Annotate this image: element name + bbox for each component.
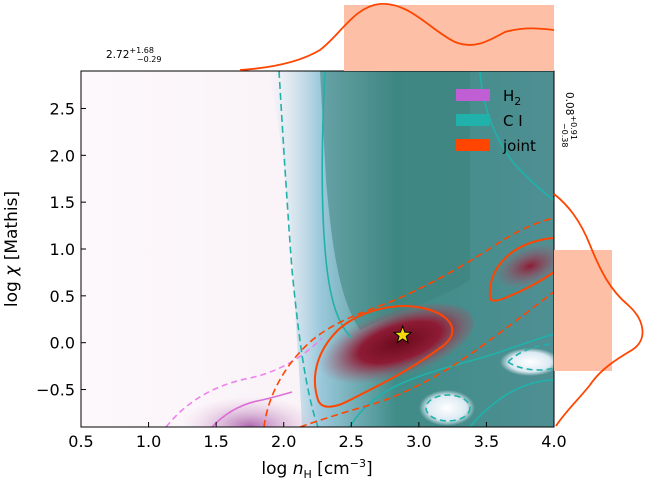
x-tick-label: 2.0 bbox=[271, 432, 296, 451]
h2-contour-inner bbox=[211, 391, 293, 427]
y-tick-label: 2.0 bbox=[50, 146, 75, 165]
legend: H2 C I joint bbox=[456, 87, 536, 155]
joint-contour-outer bbox=[263, 217, 554, 427]
ci-contour-inner-left bbox=[321, 71, 353, 339]
best-fit-star-marker bbox=[392, 324, 413, 344]
ci-low-region-2 bbox=[500, 348, 554, 376]
ci-contour-bottom bbox=[469, 379, 554, 427]
x-tick-label: 0.5 bbox=[68, 432, 93, 451]
x-axis-label: log nH [cm−3] bbox=[261, 457, 372, 481]
y-estimate-label: 0.08+0.91−0.38 bbox=[560, 92, 578, 147]
joint-density-fill-2 bbox=[493, 243, 554, 289]
ci-contour-hole bbox=[425, 394, 471, 422]
ci-contour-lower bbox=[349, 333, 554, 427]
x-tick-label: 3.0 bbox=[406, 432, 431, 451]
legend-label-ci: C I bbox=[503, 112, 523, 130]
x-tick-label: 1.0 bbox=[136, 432, 161, 451]
x-axis-ticks: 0.5 1.0 1.5 2.0 2.5 3.0 3.5 4.0 bbox=[68, 422, 567, 451]
legend-swatch-h2 bbox=[456, 89, 490, 101]
joint-contour-inner bbox=[313, 305, 454, 408]
ci-contour-outer bbox=[278, 71, 319, 427]
right-marginal-density-curve bbox=[553, 193, 644, 427]
joint-contour-inner-2 bbox=[488, 236, 554, 302]
main-panel: 0.5 1.0 1.5 2.0 2.5 3.0 3.5 4.0 −0.5 0.0 0.5 1.0 1.… bbox=[2, 70, 567, 481]
h2-density-fill bbox=[180, 390, 320, 427]
x-tick-label: 1.5 bbox=[203, 432, 228, 451]
y-tick-label: 0.5 bbox=[50, 287, 75, 306]
ci-core-fill bbox=[320, 71, 470, 330]
y-tick-label: 0.0 bbox=[50, 334, 75, 353]
y-tick-label: 1.0 bbox=[50, 240, 75, 259]
ci-contour-hole-2 bbox=[507, 343, 554, 371]
x-estimate-label: 2.72+1.68 −0.29 bbox=[106, 46, 161, 64]
right-marginal-shaded-interval bbox=[554, 250, 612, 371]
y-tick-label: 2.5 bbox=[50, 99, 75, 118]
x-tick-label: 3.5 bbox=[474, 432, 499, 451]
y-tick-label: −0.5 bbox=[36, 381, 75, 400]
x-tick-label: 4.0 bbox=[541, 432, 566, 451]
legend-label-joint: joint bbox=[502, 137, 536, 155]
right-marginal: 0.08+0.91−0.38 bbox=[553, 92, 644, 427]
legend-swatch-joint bbox=[456, 139, 490, 151]
joint-density-fill bbox=[310, 303, 474, 387]
x-tick-label: 2.5 bbox=[339, 432, 364, 451]
y-axis-label: log χ [Mathis] bbox=[2, 191, 22, 307]
y-tick-label: 1.5 bbox=[50, 193, 75, 212]
legend-swatch-ci bbox=[456, 114, 490, 126]
top-marginal-density-curve bbox=[239, 3, 555, 71]
joint-contour-outer-lower bbox=[299, 291, 554, 427]
top-marginal: 2.72+1.68 −0.29 bbox=[106, 3, 555, 71]
y-axis-ticks: −0.5 0.0 0.5 1.0 1.5 2.0 2.5 bbox=[36, 99, 86, 400]
